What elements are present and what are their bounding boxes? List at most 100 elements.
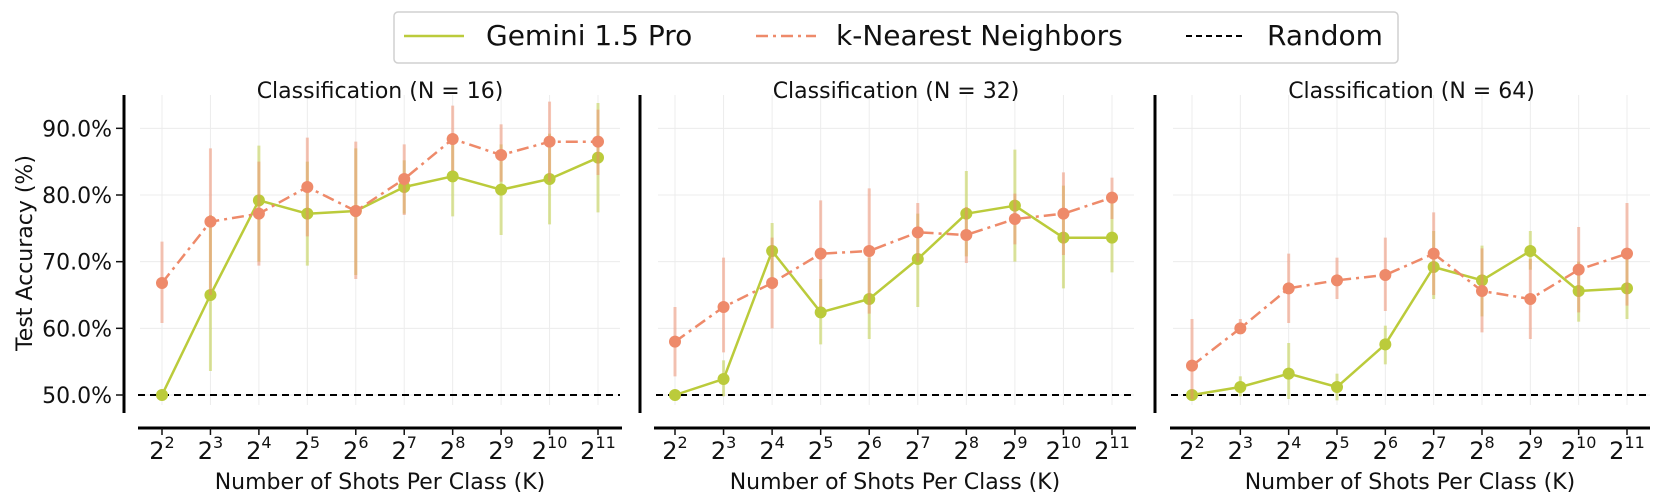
panel-n32: 22 23 24 25 26 27 28 29 210 211 Number of Shots Pe…	[638, 79, 1136, 495]
x-tick-label: 28	[954, 433, 979, 465]
x-tick-label: 29	[1002, 433, 1027, 465]
data-point	[960, 229, 973, 241]
x-tick-label: 210	[1561, 433, 1597, 465]
series-line	[160, 156, 599, 396]
data-point	[349, 205, 362, 217]
data-point	[1106, 191, 1118, 204]
panel-n64: 22 23 24 25 26 27 28 29 210 211 Number of Shots Pe…	[1153, 79, 1650, 495]
x-tick-label: 26	[343, 433, 368, 465]
x-tick-label: 24	[1276, 433, 1301, 465]
data-point	[592, 135, 604, 148]
x-tick-label: 29	[488, 433, 513, 465]
x-axis-label: Number of Shots Per Class (K)	[1245, 470, 1576, 495]
x-tick-label: 210	[532, 433, 568, 465]
x-tick-label: 26	[856, 433, 881, 465]
x-tick-label: 23	[1228, 433, 1253, 465]
series-line	[674, 204, 1112, 397]
x-tick-label: 27	[391, 433, 416, 465]
x-tick-label: 24	[759, 433, 784, 465]
legend-label-knn: k-Nearest Neighbors	[836, 19, 1123, 52]
data-point	[814, 306, 827, 319]
x-tick-label: 25	[808, 433, 833, 465]
data-point	[398, 173, 411, 185]
legend: Gemini 1.5 Pro k-Nearest Neighbors Rando…	[393, 11, 1399, 64]
data-point	[1524, 245, 1537, 257]
data-point	[446, 133, 459, 145]
y-tick-label: 70.0%	[42, 251, 112, 276]
y-tick-label: 60.0%	[42, 317, 112, 342]
data-point	[1282, 282, 1295, 295]
series-line	[1191, 249, 1628, 397]
data-point	[252, 207, 265, 220]
y-tick-label: 80.0%	[42, 184, 112, 209]
series-knn	[1186, 203, 1633, 399]
series-gemini	[669, 149, 1118, 401]
x-tick-label: 23	[198, 433, 223, 465]
x-tick-label: 26	[1373, 433, 1398, 465]
data-point	[766, 277, 779, 289]
data-point	[1234, 381, 1247, 393]
x-tick-label: 211	[1609, 433, 1645, 465]
x-tick-label: 211	[580, 433, 616, 465]
panel-title: Classification (N = 64)	[1288, 79, 1535, 104]
series-knn	[669, 172, 1118, 377]
data-point	[301, 181, 314, 193]
legend-frame	[393, 11, 1399, 64]
x-tick-label: 27	[1421, 433, 1446, 465]
x-tick-label: 24	[246, 433, 271, 465]
x-tick-label: 28	[440, 433, 465, 465]
x-tick-label: 25	[295, 433, 320, 465]
data-point	[1106, 231, 1118, 244]
series-line	[1191, 252, 1628, 367]
data-point	[446, 170, 459, 183]
panel-n16: 50.0% 60.0% 70.0% 80.0% 90.0% 22 23 24 25 26 27 28 2…	[42, 79, 622, 495]
data-point	[1008, 213, 1021, 225]
data-point	[156, 389, 168, 401]
data-point	[1476, 285, 1488, 297]
x-tick-label: 27	[905, 433, 930, 465]
data-point	[204, 215, 217, 228]
data-point	[1057, 207, 1070, 220]
data-point	[1524, 293, 1537, 305]
data-point	[1379, 269, 1392, 281]
data-point	[717, 373, 730, 385]
y-tick-label: 90.0%	[42, 117, 112, 142]
x-axis-label: Number of Shots Per Class (K)	[730, 470, 1061, 495]
x-tick-label: 22	[149, 433, 174, 465]
data-point	[1282, 367, 1295, 380]
data-point	[1331, 274, 1343, 287]
x-tick-label: 25	[1324, 433, 1349, 465]
series-knn	[156, 101, 604, 323]
data-point	[717, 301, 730, 313]
data-point	[863, 245, 876, 257]
x-tick-label: 211	[1094, 433, 1130, 465]
data-point	[669, 335, 681, 348]
data-point	[495, 183, 508, 196]
x-tick-label: 28	[1469, 433, 1494, 465]
series-gemini	[1186, 231, 1633, 401]
legend-label-gemini: Gemini 1.5 Pro	[486, 19, 692, 52]
data-point	[495, 149, 508, 161]
data-point	[156, 277, 168, 289]
data-point	[1379, 338, 1392, 351]
data-point	[1572, 263, 1585, 276]
x-tick-label: 29	[1518, 433, 1543, 465]
data-point	[1234, 322, 1247, 335]
data-point	[669, 389, 681, 401]
x-tick-label: 23	[711, 433, 736, 465]
panel-title: Classification (N = 32)	[773, 79, 1020, 104]
legend-label-random: Random	[1267, 19, 1383, 52]
data-point	[911, 226, 924, 239]
series-line	[161, 137, 598, 284]
data-point	[1186, 359, 1198, 372]
data-point	[814, 247, 827, 260]
data-point	[1427, 247, 1440, 260]
data-point	[543, 135, 556, 148]
x-tick-label: 210	[1046, 433, 1082, 465]
data-point	[1621, 247, 1633, 260]
series-line	[674, 196, 1113, 343]
y-tick-label: 50.0%	[42, 384, 112, 409]
data-point	[1331, 381, 1343, 393]
x-tick-label: 22	[662, 433, 687, 465]
